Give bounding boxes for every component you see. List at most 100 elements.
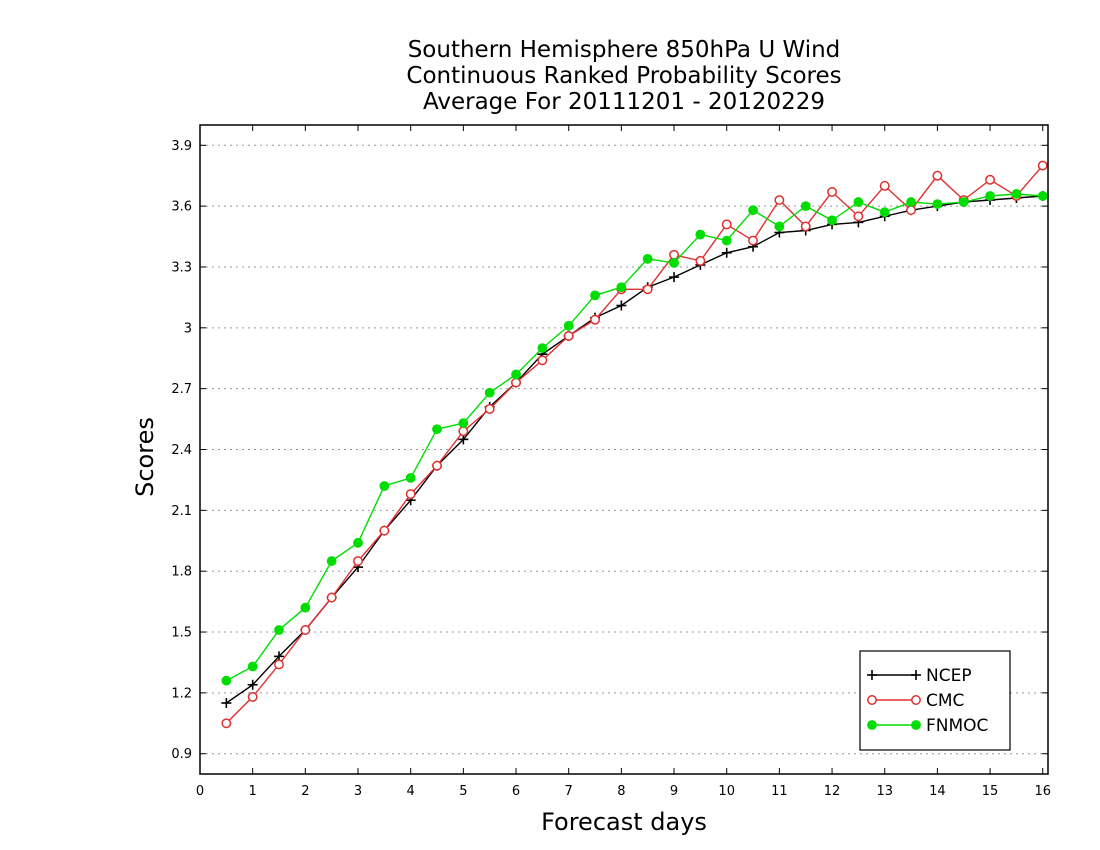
tick-layer: 0.91.21.51.82.12.42.733.33.63.90 1 2 3 4 5 6 7 8… [171, 125, 1051, 799]
series-line-cmc [225, 165, 1044, 724]
legend-label: FNMOC [926, 716, 988, 736]
data-point-ncep [669, 272, 680, 283]
data-point-fnmoc [853, 197, 864, 207]
data-point-cmc [853, 211, 864, 222]
data-point-cmc [274, 659, 284, 670]
y-tick-label: 3.9 [171, 139, 192, 154]
y-axis-label: Scores [131, 417, 159, 497]
legend-box [859, 650, 1011, 751]
data-point-cmc [537, 355, 548, 366]
data-point-cmc [721, 219, 732, 230]
data-point-cmc [932, 170, 943, 181]
data-point-cmc [800, 221, 811, 232]
series-layer [221, 160, 1048, 729]
x-tick-label: 1 [249, 784, 257, 799]
y-tick-label: 1.8 [171, 565, 192, 580]
x-tick-label: 2 [301, 784, 309, 799]
x-tick-label: 0 [196, 784, 204, 799]
data-point-cmc [985, 174, 996, 185]
data-point-fnmoc [432, 424, 442, 435]
data-point-cmc [1037, 160, 1048, 171]
y-tick-label: 3.3 [171, 260, 192, 275]
y-tick-label: 0.9 [171, 747, 192, 762]
data-point-fnmoc [590, 290, 600, 301]
legend-marker [911, 670, 921, 680]
data-point-ncep [221, 698, 232, 709]
data-point-fnmoc [563, 320, 574, 331]
data-point-cmc [879, 180, 890, 191]
data-point-fnmoc [774, 221, 785, 232]
y-tick-label: 1.2 [171, 686, 192, 701]
y-tick-label: 3 [184, 321, 192, 336]
legend-marker [867, 720, 877, 730]
data-point-ncep [721, 247, 732, 258]
y-tick-label: 2.7 [171, 382, 192, 397]
data-point-fnmoc [879, 207, 890, 218]
y-tick-label: 1.5 [171, 626, 192, 641]
legend-label: NCEP [926, 666, 972, 686]
chart-title-line-1: Southern Hemisphere 850hPa U Wind [407, 37, 841, 63]
x-tick-label: 6 [512, 784, 520, 799]
legend-marker [911, 695, 921, 705]
x-tick-label: 5 [459, 784, 467, 799]
data-point-fnmoc [932, 199, 943, 209]
legend-item-fnmoc: FNMOC [867, 716, 988, 736]
data-point-cmc [405, 489, 416, 500]
data-point-fnmoc [353, 537, 363, 548]
data-point-cmc [221, 718, 232, 729]
legend-label: CMC [926, 691, 964, 711]
data-point-fnmoc [695, 229, 706, 240]
data-point-cmc [484, 403, 495, 414]
data-point-cmc [326, 592, 337, 603]
data-point-cmc [590, 314, 600, 325]
data-point-fnmoc [906, 197, 916, 207]
data-point-ncep [616, 300, 627, 311]
x-tick-label: 3 [354, 784, 362, 799]
data-point-fnmoc [985, 191, 995, 201]
data-point-fnmoc [800, 201, 811, 212]
x-tick-label: 11 [771, 784, 788, 799]
legend-item-ncep: NCEP [867, 666, 972, 686]
data-point-fnmoc [379, 481, 390, 491]
data-point-fnmoc [300, 602, 311, 613]
series-fnmoc [221, 189, 1048, 686]
data-point-cmc [511, 377, 521, 388]
data-point-cmc [432, 460, 442, 471]
x-tick-label: 15 [982, 784, 999, 799]
data-point-cmc [774, 195, 785, 205]
data-point-fnmoc [958, 197, 969, 207]
data-point-fnmoc [511, 369, 521, 380]
data-point-fnmoc [827, 215, 837, 226]
data-point-fnmoc [221, 675, 232, 686]
data-point-cmc [563, 330, 574, 341]
data-point-fnmoc [616, 282, 627, 293]
data-point-cmc [458, 426, 469, 437]
data-point-ncep [247, 679, 258, 690]
data-point-fnmoc [405, 472, 416, 483]
x-tick-label: 13 [876, 784, 893, 799]
data-point-cmc [906, 205, 917, 216]
x-axis-label: Forecast days [541, 808, 707, 836]
data-point-cmc [669, 249, 679, 260]
data-point-fnmoc [721, 235, 732, 246]
data-point-cmc [695, 255, 706, 266]
data-point-fnmoc [247, 661, 258, 672]
legend-marker [867, 695, 877, 705]
data-point-fnmoc [458, 418, 469, 429]
y-tick-label: 3.6 [171, 200, 192, 215]
data-point-cmc [353, 556, 363, 566]
data-point-fnmoc [642, 253, 653, 264]
data-point-cmc [247, 691, 258, 702]
data-point-fnmoc [537, 343, 548, 353]
data-point-fnmoc [1011, 189, 1022, 199]
legend-marker [867, 670, 877, 680]
y-tick-label: 2.1 [171, 504, 192, 519]
series-cmc [221, 160, 1048, 729]
data-point-fnmoc [748, 205, 758, 216]
data-point-fnmoc [669, 258, 679, 268]
x-tick-label: 14 [929, 784, 946, 799]
legend: NCEP CMC FNMOC [859, 650, 1011, 751]
x-tick-label: 7 [565, 784, 573, 799]
y-tick-label: 2.4 [171, 443, 192, 458]
data-point-cmc [827, 186, 837, 197]
